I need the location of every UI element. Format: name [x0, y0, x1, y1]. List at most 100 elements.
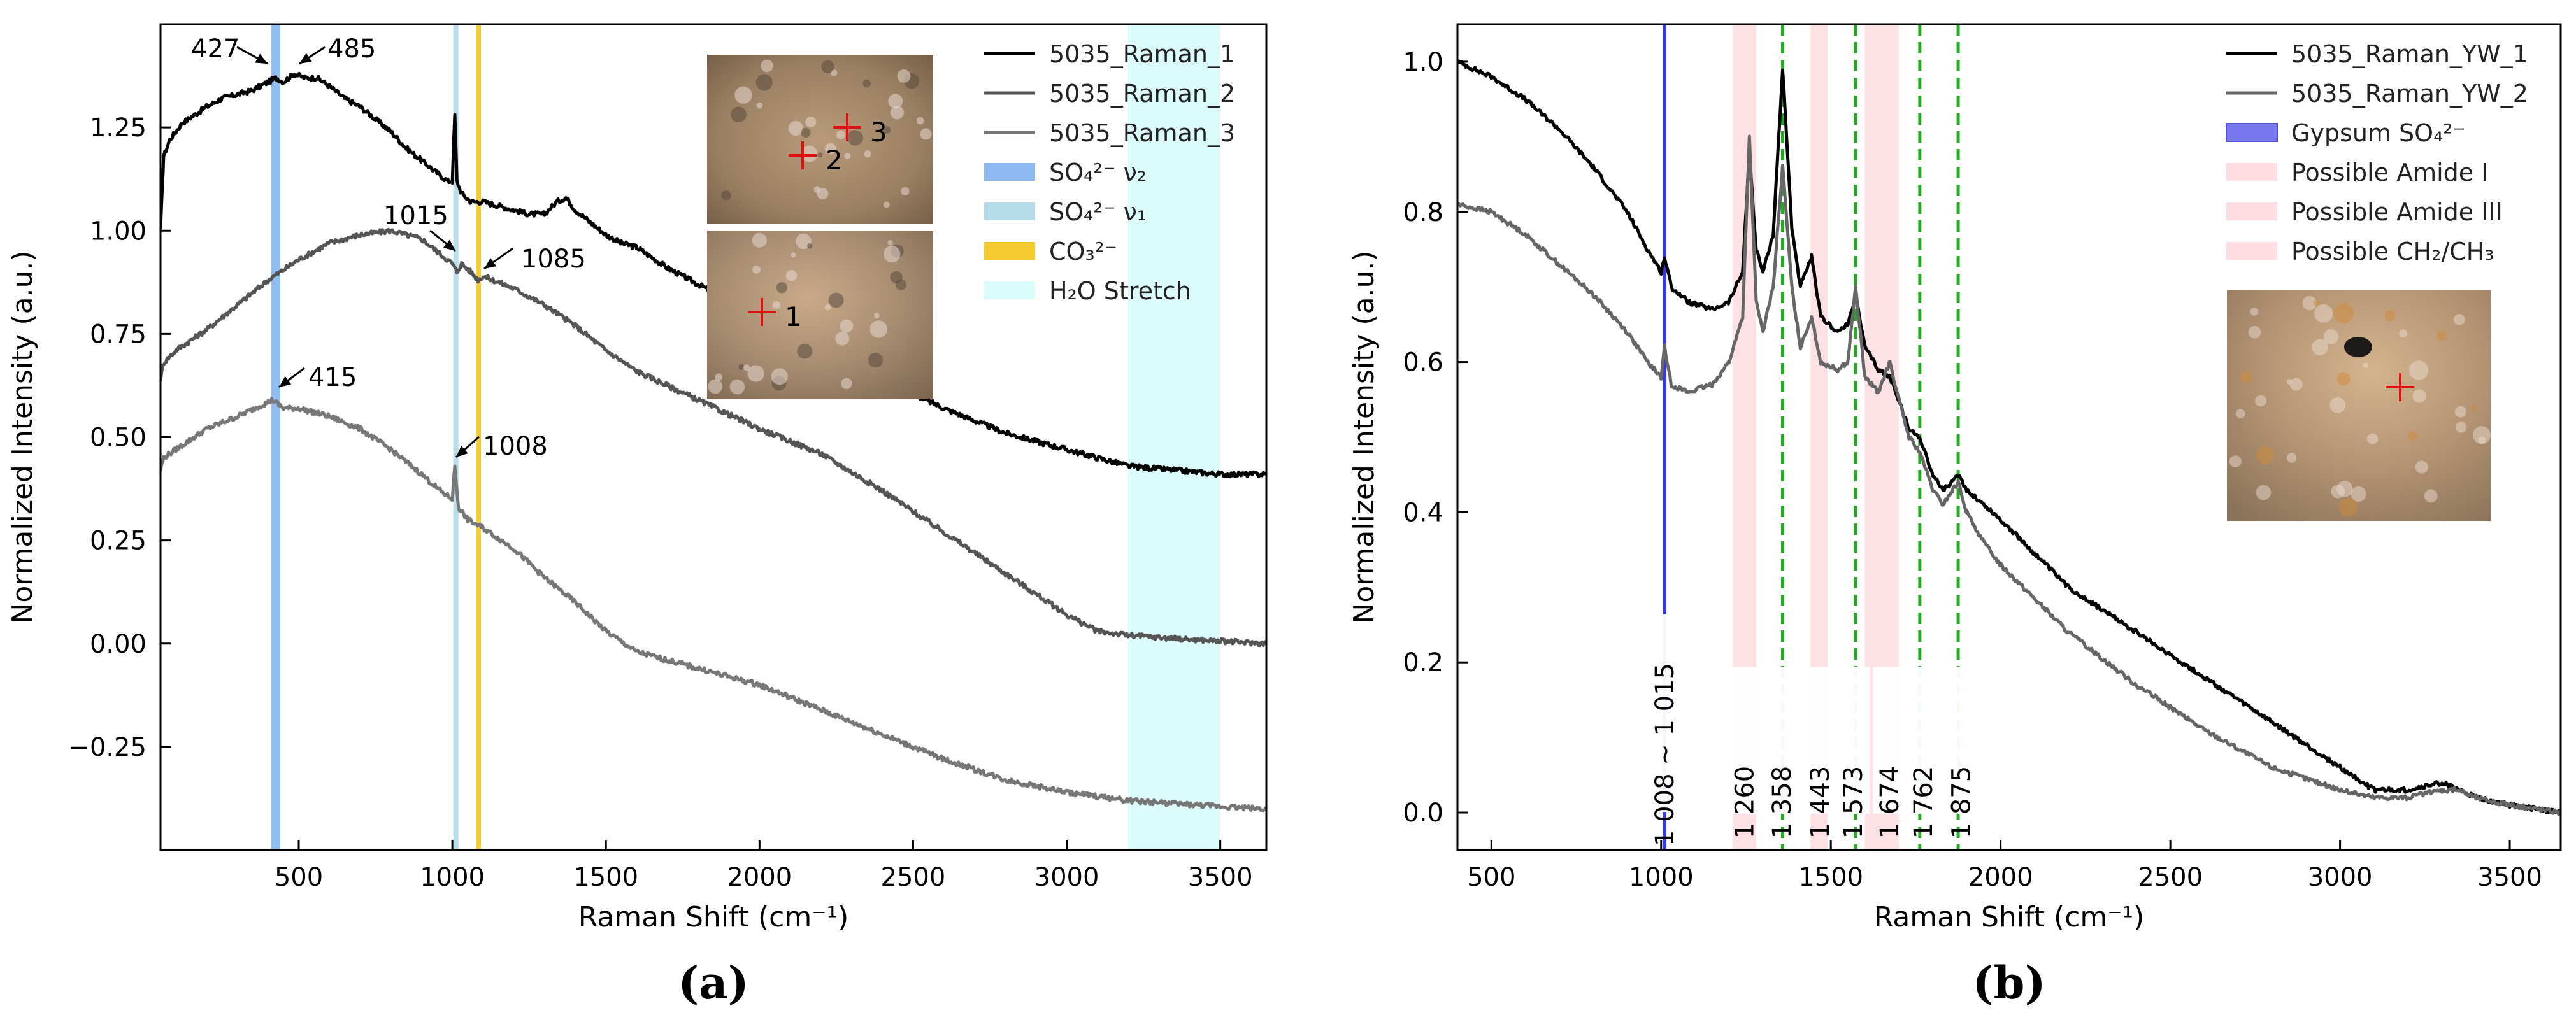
- x-axis-label: Raman Shift (cm⁻¹): [1874, 901, 2145, 933]
- legend-label-0: 5035_Raman_YW_1: [2291, 40, 2528, 68]
- annotation-arrowhead-2: [443, 239, 455, 251]
- legend-label-1: 5035_Raman_YW_2: [2291, 80, 2528, 108]
- micrograph-speck-29: [2331, 485, 2345, 499]
- peak-label-0: 1 008 ~ 1 015: [1650, 663, 1680, 846]
- crosshair-label-0: 2: [826, 145, 843, 176]
- legend-label-5: Possible CH₂/CH₃: [2291, 238, 2494, 266]
- y-tick-label-2: 0.4: [1403, 498, 1443, 527]
- micrograph-speck-2: [2229, 455, 2242, 468]
- y-tick-label-4: 0.8: [1403, 198, 1443, 227]
- y-tick-label-4: 0.75: [90, 320, 147, 349]
- peak-label-3: 1 443: [1806, 766, 1835, 839]
- x-tick-label-4: 2500: [2138, 863, 2203, 892]
- micrograph-speck-9: [2454, 406, 2467, 418]
- micrograph: [2227, 290, 2491, 521]
- y-tick-label-2: 0.25: [90, 527, 147, 556]
- micrograph-speck-5: [2314, 304, 2333, 323]
- micrograph-speck-5: [890, 106, 905, 120]
- micrograph-speck-23: [2363, 362, 2369, 368]
- micrograph-speck-1: [805, 117, 817, 128]
- micrograph-speck-9: [731, 106, 747, 123]
- micrograph-speck-24: [2471, 406, 2477, 412]
- series-line-0: [161, 71, 1266, 479]
- annotation-arrowhead-0: [255, 53, 268, 64]
- micrograph-speck-17: [2366, 433, 2379, 444]
- x-tick-label-2: 1500: [573, 863, 638, 892]
- legend-b: 5035_Raman_YW_1 5035_Raman_YW_2 Gypsum SO₄…: [2226, 40, 2528, 266]
- micrograph-speck-14: [2424, 489, 2438, 503]
- micrograph-speck-21: [847, 130, 863, 146]
- micrograph-speck-32: [840, 319, 854, 333]
- micrograph-speck-16: [2333, 303, 2354, 323]
- micrograph-speck-16: [801, 145, 818, 162]
- x-tick-label-5: 3000: [2308, 863, 2373, 892]
- x-tick-label-2: 1500: [1798, 863, 1863, 892]
- y-tick-label-0: 0.0: [1403, 798, 1443, 828]
- x-tick-label-6: 3500: [2477, 863, 2542, 892]
- legend-swatch-4: [2226, 202, 2277, 220]
- y-tick-label-5: 1.0: [1403, 48, 1443, 77]
- x-tick-label-1: 1000: [1629, 863, 1694, 892]
- micrograph-speck-31: [2289, 378, 2303, 391]
- micrograph-speck-34: [835, 331, 850, 346]
- micrograph-speck-27: [2455, 422, 2467, 433]
- micrograph-speck-52: [708, 379, 723, 394]
- annotation-4: 415: [308, 363, 357, 392]
- micrograph-speck-7: [2302, 295, 2317, 311]
- peak-label-5: 1 674: [1875, 766, 1905, 839]
- micrograph-speck-44: [785, 270, 798, 281]
- micrograph-speck-6: [2250, 308, 2258, 316]
- micrograph-speck-48: [797, 343, 813, 359]
- micrograph-speck-18: [2415, 460, 2428, 474]
- annotation-arrowhead-1: [299, 53, 312, 64]
- micrograph-speck-55: [772, 301, 780, 309]
- micrograph-speck-0: [755, 74, 773, 91]
- micrograph-speck-8: [734, 86, 752, 104]
- x-tick-label-5: 3000: [1034, 863, 1099, 892]
- x-tick-label-6: 3500: [1188, 863, 1253, 892]
- micrograph-speck-36: [2256, 446, 2275, 465]
- peak-label-7: 1 875: [1947, 766, 1976, 839]
- series-line-0: [1457, 59, 2561, 815]
- legend-swatch-5: [2226, 242, 2277, 260]
- peak-label-6: 1 762: [1909, 766, 1938, 839]
- peak-label-1: 1 260: [1730, 766, 1759, 839]
- legend-swatch-6: [984, 281, 1035, 299]
- series-line-1: [161, 227, 1266, 648]
- peak-label-bg-3: [1803, 667, 1837, 814]
- micrograph-speck-11: [2351, 486, 2366, 502]
- annotation-3: 1085: [521, 245, 586, 274]
- micrograph-speck-56: [869, 320, 888, 338]
- plot-frame: [1456, 23, 2562, 851]
- annotation-arrowhead-4: [279, 376, 292, 387]
- micrograph-speck-25: [2323, 329, 2339, 344]
- x-tick-label-0: 500: [1467, 863, 1515, 892]
- micrograph-speck-50: [729, 379, 745, 395]
- micrograph-speck-28: [2436, 330, 2447, 341]
- peak-label-bg-5: [1872, 667, 1906, 814]
- peak-label-bg-4: [1836, 667, 1870, 814]
- legend-label-6: H₂O Stretch: [1049, 277, 1191, 305]
- micrograph-speck-43: [715, 373, 723, 381]
- micrograph-speck-26: [2287, 453, 2297, 463]
- legend-swatch-3: [984, 163, 1035, 181]
- peak-label-bg-2: [1764, 667, 1798, 814]
- panel-label: (a): [678, 956, 749, 1009]
- micrograph-speck-38: [824, 304, 831, 311]
- micrograph-speck-40: [743, 364, 750, 371]
- micrograph-speck-51: [828, 292, 844, 308]
- micrograph-speck-37: [2236, 409, 2245, 418]
- legend-label-3: SO₄²⁻ ν₂: [1049, 159, 1147, 187]
- micrograph-speck-20: [2240, 371, 2252, 383]
- micrograph-speck-2: [883, 201, 890, 208]
- micrograph-speck-7: [756, 102, 763, 109]
- peak-label-4: 1 573: [1839, 766, 1868, 839]
- peak-label-bg-1: [1728, 667, 1761, 814]
- micrograph-speck-45: [868, 352, 884, 368]
- micrograph-speck-3: [862, 79, 871, 88]
- annotation-1: 485: [327, 34, 376, 64]
- series-line-2: [161, 397, 1266, 813]
- annotation-2: 1015: [383, 201, 448, 231]
- annotation-0: 427: [191, 34, 240, 64]
